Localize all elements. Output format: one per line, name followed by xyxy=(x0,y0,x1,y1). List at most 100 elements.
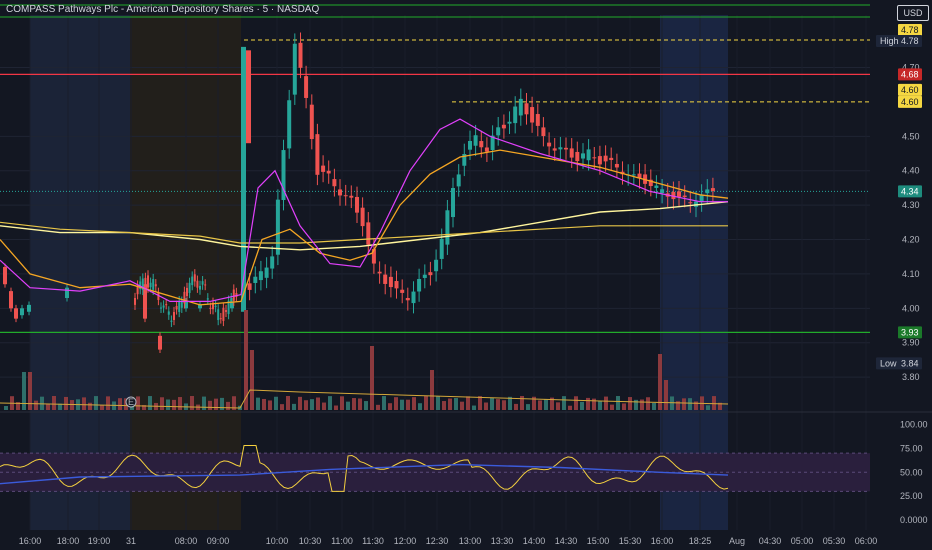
price-badge-value: 4.60 xyxy=(901,85,919,95)
volume-bar xyxy=(322,402,326,410)
candle-body xyxy=(558,147,563,150)
candle-body xyxy=(247,283,252,290)
time-tick-label: 16:00 xyxy=(651,536,674,546)
volume-bar xyxy=(712,396,716,410)
candle-body xyxy=(144,277,147,285)
time-tick-label: 19:00 xyxy=(88,536,111,546)
candle-body xyxy=(490,135,495,150)
candle-body xyxy=(298,42,303,68)
candle-body xyxy=(170,320,173,322)
volume-bar xyxy=(328,396,332,410)
currency-button[interactable]: USD xyxy=(897,5,929,21)
candle-body xyxy=(178,301,181,312)
time-tick-label: 13:30 xyxy=(491,536,514,546)
volume-bar xyxy=(508,396,512,410)
candle-body xyxy=(518,98,523,116)
rsi-tick-label: 50.00 xyxy=(900,467,923,477)
earnings-circle xyxy=(125,396,137,408)
volume-bar xyxy=(670,396,674,410)
candle-body xyxy=(160,307,162,309)
candle-body xyxy=(154,284,157,287)
candle-body xyxy=(292,43,297,95)
volume-bar xyxy=(694,401,698,410)
volume-bar xyxy=(40,396,44,410)
candle-body xyxy=(191,276,194,286)
rsi-tick-label: 100.00 xyxy=(900,420,928,430)
volume-bar xyxy=(148,396,152,410)
volume-bar xyxy=(106,396,110,410)
candle-body xyxy=(253,276,258,283)
volume-bar xyxy=(202,396,206,410)
candle-body xyxy=(219,318,222,320)
time-tick-label: 15:00 xyxy=(587,536,610,546)
price-badge xyxy=(898,68,922,81)
volume-bar xyxy=(448,398,452,410)
volume-bar xyxy=(658,354,662,410)
price-badge xyxy=(898,24,922,36)
price-badge xyxy=(898,326,922,339)
volume-bar xyxy=(190,396,194,410)
earnings-marker: E xyxy=(125,396,137,408)
time-tick-label: 08:00 xyxy=(175,536,198,546)
volume-bar xyxy=(34,400,38,410)
candle-body xyxy=(428,272,433,276)
volume-bar xyxy=(454,398,458,410)
spike-candle xyxy=(246,50,251,144)
candle-body xyxy=(530,107,535,123)
candle-body xyxy=(586,149,591,161)
chart-title: COMPASS Pathways Plc - American Deposito… xyxy=(6,4,320,15)
volume-bar xyxy=(472,405,476,410)
volume-bar xyxy=(610,404,614,410)
volume-bar xyxy=(370,346,374,410)
time-axis: 16:00 18:00 19:00 31 08:00 09:00 10:00 10:30 11:… xyxy=(19,536,878,546)
volume-ma-line xyxy=(0,389,729,409)
volume-bar xyxy=(310,399,314,410)
candle-body xyxy=(355,196,359,213)
volume-bar xyxy=(340,396,344,410)
candle-body xyxy=(473,135,478,146)
time-tick-label: 05:00 xyxy=(791,536,814,546)
price-badge xyxy=(898,185,922,198)
volume-bar xyxy=(28,372,32,410)
volume-bar xyxy=(598,400,602,410)
candle-body xyxy=(134,298,136,305)
volume-bar xyxy=(400,399,404,410)
candle-body xyxy=(468,140,472,150)
time-tick-label: 11:30 xyxy=(362,536,384,546)
candle-body xyxy=(603,155,608,162)
candle-body xyxy=(204,284,207,286)
candles xyxy=(3,32,715,354)
volume-bar xyxy=(268,400,272,410)
candle-body xyxy=(332,179,337,187)
candle-body xyxy=(9,291,13,309)
candle-body xyxy=(569,148,574,158)
volume-bar xyxy=(316,397,320,410)
candle-body xyxy=(552,148,557,151)
candle-body xyxy=(180,301,183,308)
candle-body xyxy=(309,104,314,140)
volume-bar xyxy=(550,397,554,410)
volume-bar xyxy=(568,405,572,410)
candle-body xyxy=(417,279,422,292)
volume-bar xyxy=(460,401,464,410)
candle-body xyxy=(258,271,263,281)
price-badge-value: 4.68 xyxy=(901,69,919,79)
ema-fast-line xyxy=(0,118,728,302)
candle-body xyxy=(462,154,467,166)
candle-body xyxy=(230,298,233,302)
time-tick-label: 05:30 xyxy=(823,536,846,546)
volume-bar xyxy=(226,401,230,410)
time-tick-label: 11:00 xyxy=(331,536,353,546)
volume-bar xyxy=(4,406,8,410)
volume-bar xyxy=(484,402,488,410)
volume-bar xyxy=(64,396,68,410)
volume-bar xyxy=(232,396,236,410)
candle-body xyxy=(513,106,518,124)
candle-body xyxy=(167,311,170,315)
volume-bar xyxy=(532,396,536,410)
volume-bar xyxy=(262,398,266,410)
volume-bar xyxy=(250,350,254,410)
price-badge-label: High xyxy=(880,36,899,46)
